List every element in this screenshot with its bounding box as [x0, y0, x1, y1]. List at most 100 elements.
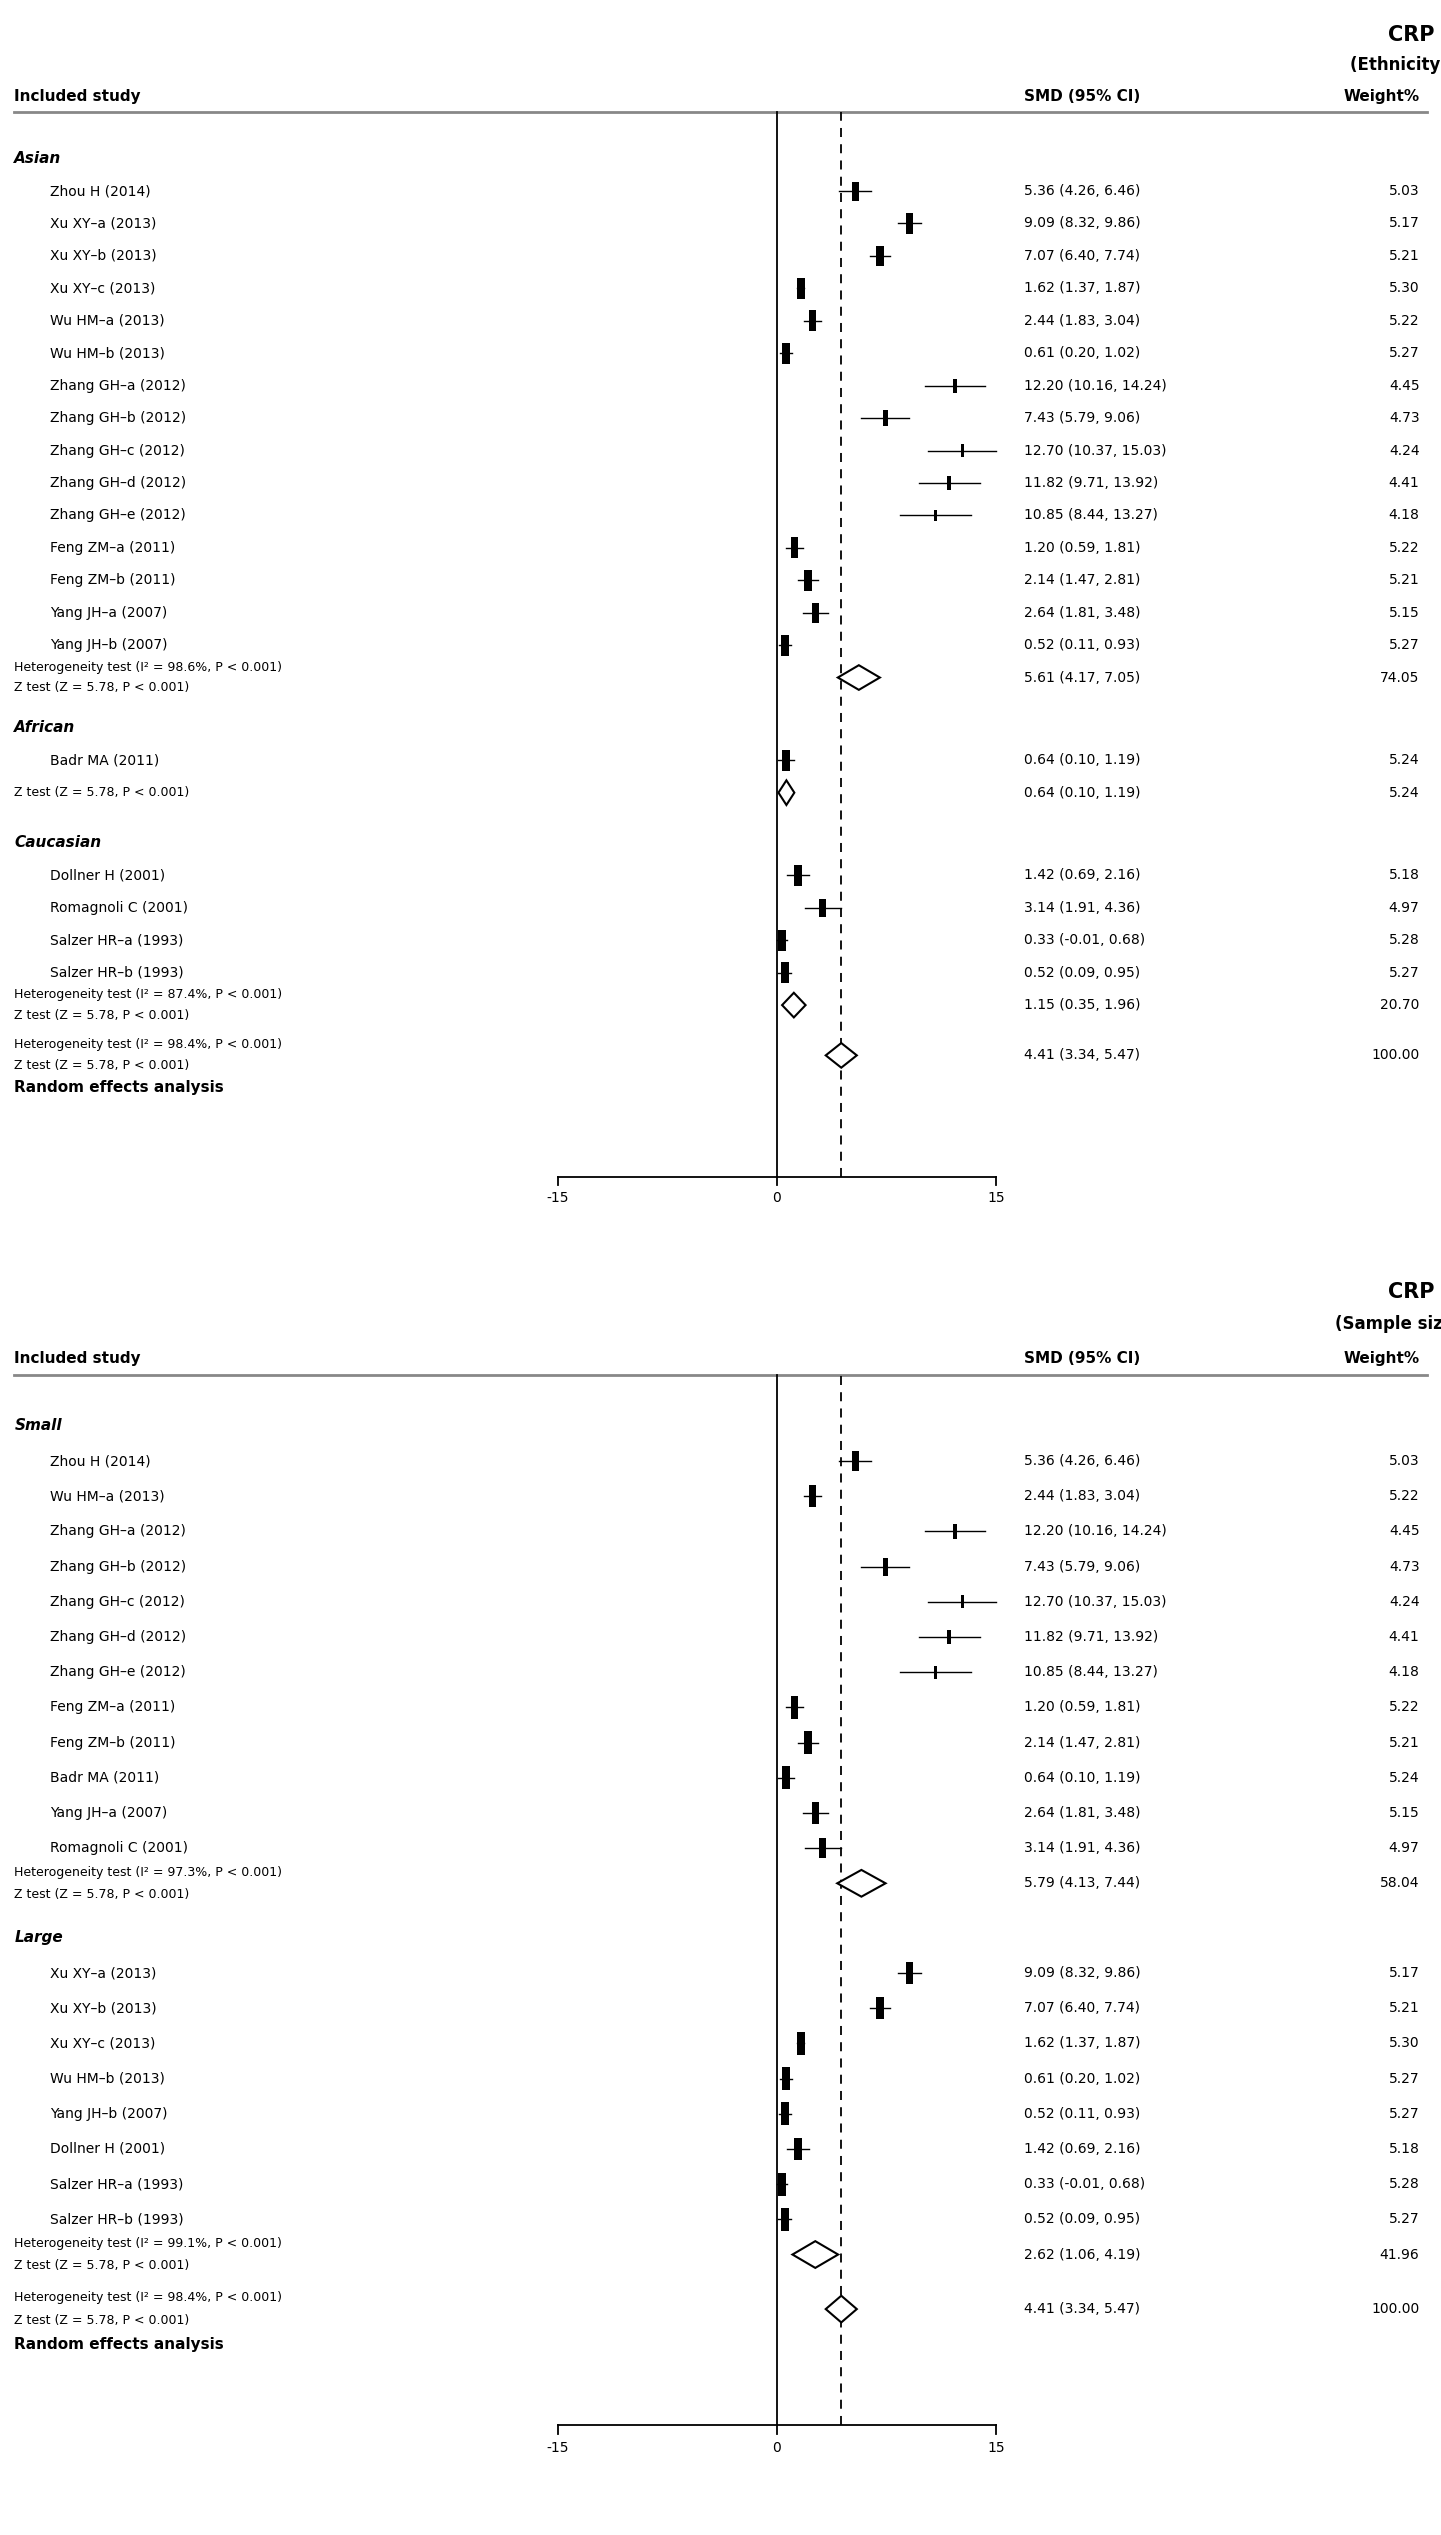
Bar [876, 1998, 883, 2020]
Text: Weight%: Weight% [1343, 1351, 1419, 1366]
Text: Random effects analysis: Random effects analysis [14, 2337, 225, 2352]
Text: 5.18: 5.18 [1389, 2142, 1419, 2155]
Text: 5.61 (4.17, 7.05): 5.61 (4.17, 7.05) [1025, 672, 1140, 684]
Text: 11.82 (9.71, 13.92): 11.82 (9.71, 13.92) [1025, 477, 1159, 489]
Text: Zhang GH–a (2012): Zhang GH–a (2012) [49, 1524, 186, 1539]
Text: 7.07 (6.40, 7.74): 7.07 (6.40, 7.74) [1025, 2000, 1140, 2015]
Text: Xu XY–c (2013): Xu XY–c (2013) [49, 281, 156, 297]
Text: Heterogeneity test (I² = 98.4%, P < 0.001): Heterogeneity test (I² = 98.4%, P < 0.00… [14, 1039, 282, 1052]
Bar [804, 1731, 813, 1754]
Text: 1.20 (0.59, 1.81): 1.20 (0.59, 1.81) [1025, 1701, 1141, 1714]
Text: 4.73: 4.73 [1389, 411, 1419, 426]
Text: 5.22: 5.22 [1389, 1488, 1419, 1503]
Text: Wu HM–b (2013): Wu HM–b (2013) [49, 2071, 164, 2086]
Text: Feng ZM–a (2011): Feng ZM–a (2011) [49, 540, 174, 555]
Text: Included study: Included study [14, 89, 141, 104]
Text: Zhang GH–c (2012): Zhang GH–c (2012) [49, 1595, 184, 1610]
Text: 2.14 (1.47, 2.81): 2.14 (1.47, 2.81) [1025, 573, 1140, 588]
Text: Zhang GH–b (2012): Zhang GH–b (2012) [49, 1559, 186, 1574]
Bar [781, 2102, 788, 2124]
Bar [782, 1767, 790, 1790]
Text: 0.64 (0.10, 1.19): 0.64 (0.10, 1.19) [1025, 753, 1141, 768]
Text: Yang JH–a (2007): Yang JH–a (2007) [49, 1805, 167, 1820]
Text: 20.70: 20.70 [1380, 999, 1419, 1011]
Text: Zhang GH–a (2012): Zhang GH–a (2012) [49, 378, 186, 393]
Text: 5.27: 5.27 [1389, 2071, 1419, 2086]
Text: 0.52 (0.09, 0.95): 0.52 (0.09, 0.95) [1025, 966, 1140, 979]
Text: 0.61 (0.20, 1.02): 0.61 (0.20, 1.02) [1025, 2071, 1140, 2086]
Text: 3.14 (1.91, 4.36): 3.14 (1.91, 4.36) [1025, 900, 1141, 915]
Text: 5.22: 5.22 [1389, 540, 1419, 555]
Text: Zhang GH–d (2012): Zhang GH–d (2012) [49, 477, 186, 489]
Text: Heterogeneity test (I² = 87.4%, P < 0.001): Heterogeneity test (I² = 87.4%, P < 0.00… [14, 989, 282, 1001]
Text: 12.20 (10.16, 14.24): 12.20 (10.16, 14.24) [1025, 1524, 1167, 1539]
Text: Xu XY–a (2013): Xu XY–a (2013) [49, 1967, 156, 1980]
Text: 0.52 (0.09, 0.95): 0.52 (0.09, 0.95) [1025, 2213, 1140, 2226]
Text: 4.97: 4.97 [1389, 1840, 1419, 1856]
Bar [808, 1486, 817, 1508]
Text: (Sample size: Case VS. Control): (Sample size: Case VS. Control) [1336, 1316, 1441, 1333]
Bar [906, 1962, 914, 1985]
Text: 12.20 (10.16, 14.24): 12.20 (10.16, 14.24) [1025, 378, 1167, 393]
Text: 5.36 (4.26, 6.46): 5.36 (4.26, 6.46) [1025, 185, 1140, 198]
Text: Salzer HR–b (1993): Salzer HR–b (1993) [49, 2213, 183, 2226]
Text: 15: 15 [987, 1191, 1004, 1204]
Text: Z test (Z = 5.78, P < 0.001): Z test (Z = 5.78, P < 0.001) [14, 1009, 190, 1022]
Text: 5.22: 5.22 [1389, 314, 1419, 327]
Bar [797, 279, 804, 299]
Text: 5.24: 5.24 [1389, 1772, 1419, 1785]
Bar [778, 930, 785, 951]
Bar [953, 378, 957, 393]
Text: 5.17: 5.17 [1389, 1967, 1419, 1980]
Text: 12.70 (10.37, 15.03): 12.70 (10.37, 15.03) [1025, 444, 1167, 456]
Text: Z test (Z = 5.78, P < 0.001): Z test (Z = 5.78, P < 0.001) [14, 2314, 190, 2327]
Text: Z test (Z = 5.78, P < 0.001): Z test (Z = 5.78, P < 0.001) [14, 1889, 190, 1901]
Text: SMD (95% CI): SMD (95% CI) [1025, 89, 1140, 104]
Text: Zhang GH–b (2012): Zhang GH–b (2012) [49, 411, 186, 426]
Polygon shape [837, 664, 880, 690]
Bar [820, 1838, 826, 1858]
Text: Xu XY–a (2013): Xu XY–a (2013) [49, 215, 156, 231]
Text: 10.85 (8.44, 13.27): 10.85 (8.44, 13.27) [1025, 510, 1159, 522]
Bar [883, 411, 888, 426]
Text: 4.18: 4.18 [1389, 510, 1419, 522]
Text: Wu HM–b (2013): Wu HM–b (2013) [49, 347, 164, 360]
Text: Feng ZM–b (2011): Feng ZM–b (2011) [49, 573, 176, 588]
Bar [791, 537, 798, 558]
Text: CRP serum level: CRP serum level [1388, 25, 1441, 46]
Text: 5.21: 5.21 [1389, 1736, 1419, 1749]
Text: 5.27: 5.27 [1389, 347, 1419, 360]
Text: Zhang GH–e (2012): Zhang GH–e (2012) [49, 510, 186, 522]
Text: 5.30: 5.30 [1389, 2036, 1419, 2051]
Text: Heterogeneity test (I² = 98.6%, P < 0.001): Heterogeneity test (I² = 98.6%, P < 0.00… [14, 662, 282, 674]
Text: 5.21: 5.21 [1389, 2000, 1419, 2015]
Bar [811, 1802, 820, 1823]
Text: 4.73: 4.73 [1389, 1559, 1419, 1574]
Text: 1.20 (0.59, 1.81): 1.20 (0.59, 1.81) [1025, 540, 1141, 555]
Bar [778, 2172, 785, 2195]
Text: 74.05: 74.05 [1380, 672, 1419, 684]
Text: 1.62 (1.37, 1.87): 1.62 (1.37, 1.87) [1025, 281, 1141, 297]
Polygon shape [837, 1871, 886, 1896]
Bar [781, 963, 788, 984]
Text: 4.45: 4.45 [1389, 1524, 1419, 1539]
Text: 2.64 (1.81, 3.48): 2.64 (1.81, 3.48) [1025, 606, 1141, 619]
Text: Dollner H (2001): Dollner H (2001) [49, 2142, 164, 2155]
Text: -15: -15 [546, 2441, 569, 2454]
Polygon shape [782, 994, 806, 1017]
Text: Salzer HR–a (1993): Salzer HR–a (1993) [49, 933, 183, 948]
Text: 5.03: 5.03 [1389, 185, 1419, 198]
Text: Yang JH–b (2007): Yang JH–b (2007) [49, 639, 167, 651]
Text: Heterogeneity test (I² = 98.4%, P < 0.001): Heterogeneity test (I² = 98.4%, P < 0.00… [14, 2292, 282, 2304]
Text: Romagnoli C (2001): Romagnoli C (2001) [49, 1840, 187, 1856]
Text: Salzer HR–b (1993): Salzer HR–b (1993) [49, 966, 183, 979]
Text: 5.17: 5.17 [1389, 215, 1419, 231]
Text: 5.24: 5.24 [1389, 786, 1419, 799]
Text: Z test (Z = 5.78, P < 0.001): Z test (Z = 5.78, P < 0.001) [14, 786, 190, 799]
Bar [934, 1665, 937, 1678]
Text: 0.52 (0.11, 0.93): 0.52 (0.11, 0.93) [1025, 2107, 1140, 2122]
Text: Z test (Z = 5.78, P < 0.001): Z test (Z = 5.78, P < 0.001) [14, 682, 190, 695]
Text: 15: 15 [987, 2441, 1004, 2454]
Text: 0: 0 [772, 2441, 781, 2454]
Text: 4.24: 4.24 [1389, 444, 1419, 456]
